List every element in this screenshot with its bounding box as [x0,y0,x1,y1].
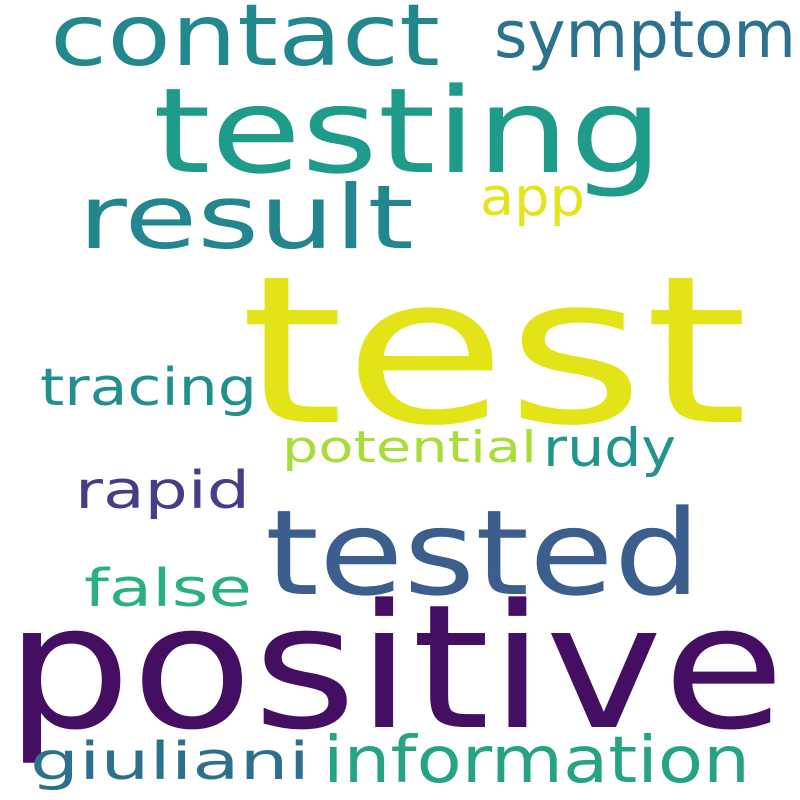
word-result: result [78,166,414,269]
word-information: information [323,724,750,798]
word-rudy: rudy [543,418,676,479]
word-giuliani: giuliani [30,732,310,792]
word-potential: potential [282,422,537,473]
word-rapid: rapid [75,461,250,521]
word-app: app [480,167,585,228]
word-positive: positive [5,567,785,768]
word-tested: tested [265,484,701,622]
word-false: false [84,559,252,619]
word-test: test [240,233,748,471]
word-tracing: tracing [40,358,257,418]
word-contact: contact [50,0,440,86]
word-symptom: symptom [494,0,796,73]
word-testing: testing [153,62,663,200]
